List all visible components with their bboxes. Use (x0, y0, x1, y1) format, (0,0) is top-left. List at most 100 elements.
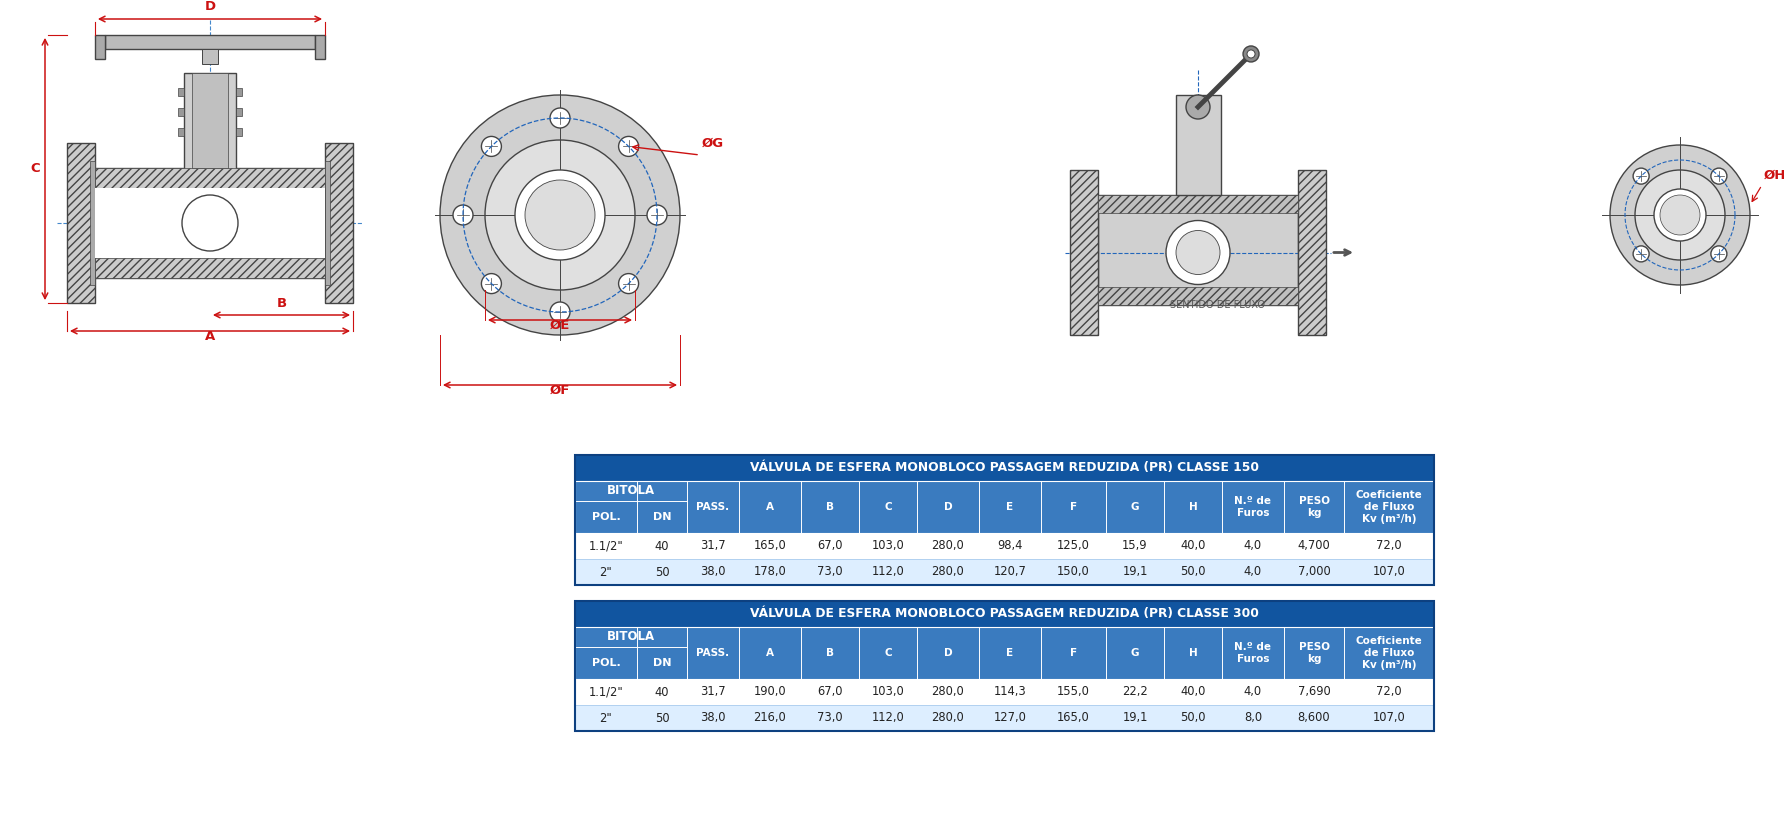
Bar (1097, 287, 1299, 305)
Bar (574, 627, 1434, 679)
Bar (574, 705, 1434, 731)
Text: 4,0: 4,0 (1243, 539, 1261, 553)
Circle shape (1654, 189, 1706, 241)
Text: F: F (1070, 648, 1078, 658)
Text: 280,0: 280,0 (931, 686, 965, 699)
Text: 120,7: 120,7 (994, 565, 1026, 579)
Text: F: F (1070, 502, 1078, 512)
Text: SENTIDO DE FLUXO: SENTIDO DE FLUXO (1170, 299, 1265, 309)
Text: 280,0: 280,0 (931, 539, 965, 553)
Bar (184, 73, 235, 178)
Text: 22,2: 22,2 (1122, 686, 1147, 699)
Text: DN: DN (653, 658, 671, 668)
Text: 15,9: 15,9 (1122, 539, 1147, 553)
Text: 103,0: 103,0 (872, 539, 904, 553)
Text: 72,0: 72,0 (1375, 539, 1402, 553)
Text: 73,0: 73,0 (817, 565, 842, 579)
Text: DN: DN (653, 512, 671, 522)
Circle shape (1632, 168, 1648, 184)
Text: N.º de
Furos: N.º de Furos (1235, 642, 1272, 664)
Text: 178,0: 178,0 (753, 565, 787, 579)
Text: 107,0: 107,0 (1372, 565, 1406, 579)
Bar (1097, 195, 1299, 213)
Bar (574, 455, 1434, 585)
Text: 280,0: 280,0 (931, 711, 965, 725)
Text: 155,0: 155,0 (1058, 686, 1090, 699)
Circle shape (441, 95, 680, 335)
Text: 4,0: 4,0 (1243, 686, 1261, 699)
Circle shape (516, 170, 605, 260)
Bar (1070, 170, 1097, 335)
Text: 4,0: 4,0 (1243, 565, 1261, 579)
Circle shape (1609, 145, 1750, 285)
Bar (574, 481, 1434, 533)
Bar (325, 143, 353, 303)
Circle shape (1243, 46, 1260, 62)
Bar (235, 128, 243, 136)
Text: C: C (30, 162, 39, 176)
Bar (95, 35, 105, 59)
Bar (95, 188, 325, 258)
Circle shape (549, 108, 571, 128)
Text: 190,0: 190,0 (753, 686, 787, 699)
Bar (235, 108, 243, 116)
Text: 216,0: 216,0 (753, 711, 787, 725)
Bar (574, 601, 1434, 627)
Text: B: B (277, 297, 287, 310)
Circle shape (485, 140, 635, 290)
Text: 67,0: 67,0 (817, 539, 842, 553)
Circle shape (182, 195, 237, 251)
Circle shape (1711, 246, 1727, 262)
Text: B: B (826, 502, 833, 512)
Text: PASS.: PASS. (696, 648, 730, 658)
Text: 40,0: 40,0 (1181, 539, 1206, 553)
Circle shape (453, 205, 473, 225)
Text: H: H (1188, 502, 1197, 512)
Text: C: C (885, 648, 892, 658)
Text: 7,690: 7,690 (1297, 686, 1331, 699)
Text: 19,1: 19,1 (1122, 711, 1147, 725)
Text: 67,0: 67,0 (817, 686, 842, 699)
Bar (325, 161, 330, 285)
Text: D: D (944, 502, 953, 512)
Text: A: A (765, 502, 774, 512)
Circle shape (619, 136, 639, 156)
Text: Coeficiente
de Fluxo
Kv (m³/h): Coeficiente de Fluxo Kv (m³/h) (1356, 491, 1422, 523)
Text: Coeficiente
de Fluxo
Kv (m³/h): Coeficiente de Fluxo Kv (m³/h) (1356, 636, 1422, 670)
Bar (178, 128, 184, 136)
Circle shape (1186, 95, 1210, 119)
Bar (68, 143, 95, 303)
Text: 31,7: 31,7 (699, 539, 726, 553)
Bar (235, 88, 243, 96)
Text: 2": 2" (599, 711, 612, 725)
Text: 165,0: 165,0 (753, 539, 787, 553)
Text: 38,0: 38,0 (701, 711, 726, 725)
Bar (89, 161, 95, 285)
Circle shape (1711, 168, 1727, 184)
Bar (1070, 170, 1097, 335)
Text: E: E (1006, 502, 1013, 512)
Text: 4,700: 4,700 (1297, 539, 1331, 553)
Text: PASS.: PASS. (696, 502, 730, 512)
Text: POL.: POL. (592, 658, 621, 668)
Text: ØG: ØG (701, 137, 724, 150)
Text: VÁLVULA DE ESFERA MONOBLOCO PASSAGEM REDUZIDA (PR) CLASSE 150: VÁLVULA DE ESFERA MONOBLOCO PASSAGEM RED… (749, 461, 1260, 475)
Bar (574, 679, 1434, 705)
Text: A: A (765, 648, 774, 658)
Bar (202, 49, 218, 64)
Text: 8,0: 8,0 (1243, 711, 1261, 725)
Text: A: A (205, 330, 216, 343)
Text: 280,0: 280,0 (931, 565, 965, 579)
Bar (574, 533, 1434, 559)
Bar (95, 258, 325, 278)
Text: 50: 50 (655, 711, 669, 725)
Text: 19,1: 19,1 (1122, 565, 1147, 579)
Text: 40: 40 (655, 686, 669, 699)
Text: 127,0: 127,0 (994, 711, 1026, 725)
Circle shape (1176, 231, 1220, 274)
Bar (178, 108, 184, 116)
Circle shape (1632, 246, 1648, 262)
Bar (95, 168, 325, 188)
Circle shape (648, 205, 667, 225)
Text: 40: 40 (655, 539, 669, 553)
